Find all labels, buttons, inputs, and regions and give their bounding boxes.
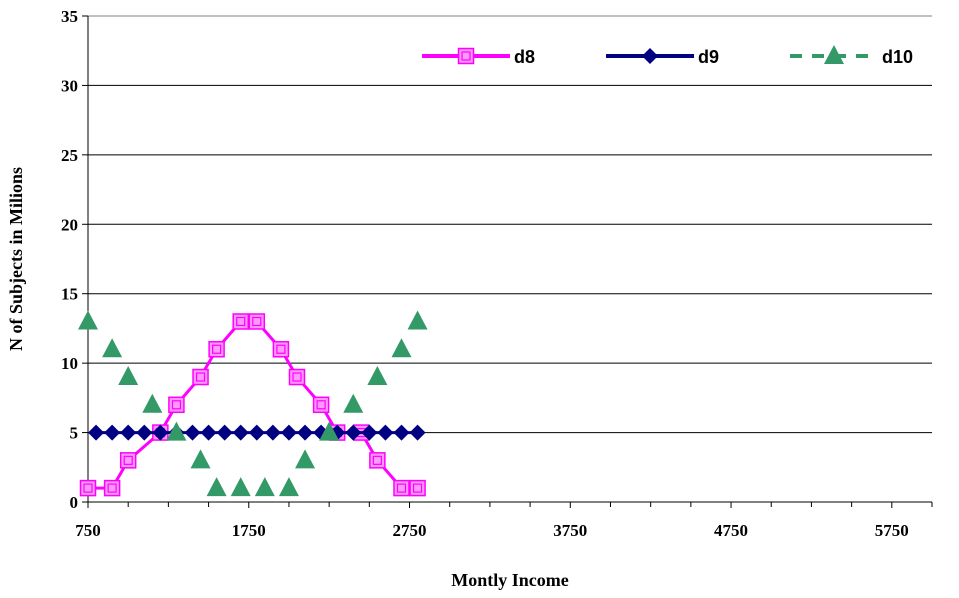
data-point-d9: [409, 424, 426, 441]
data-point-d9: [184, 424, 201, 441]
data-point-d9: [104, 424, 121, 441]
data-point-d10: [254, 477, 275, 497]
data-point-d9: [297, 424, 314, 441]
y-axis-title: N of Subjects in Milions: [6, 167, 26, 351]
x-tick-label: 5750: [875, 521, 909, 540]
y-tick-label: 0: [70, 493, 79, 512]
data-point-d10: [319, 421, 340, 441]
gridlines: [88, 15, 932, 503]
legend-item-d10: d10: [790, 45, 913, 67]
data-point-d10: [78, 310, 98, 330]
data-point-d10: [343, 393, 364, 413]
data-point-d9: [216, 424, 233, 441]
y-tick-label: 20: [61, 215, 78, 234]
data-point-d9: [232, 424, 249, 441]
series-d10: [78, 310, 428, 497]
x-tick-label: 1750: [232, 521, 266, 540]
data-point-d8: [168, 396, 185, 414]
data-point-d8: [312, 396, 330, 414]
legend: d8 d9 d10: [422, 45, 913, 67]
legend-marker: [457, 47, 475, 65]
y-tick-label: 25: [61, 146, 78, 165]
x-tick-label: 4750: [714, 521, 748, 540]
legend-label: d9: [698, 47, 719, 67]
series-line-d8: [88, 319, 418, 490]
data-point-d9: [280, 424, 297, 441]
data-point-d9: [393, 424, 410, 441]
axes: [82, 15, 933, 508]
data-point-d8: [119, 452, 137, 469]
legend-marker: [642, 48, 658, 64]
data-point-d9: [200, 424, 217, 441]
data-point-d10: [295, 449, 316, 469]
data-point-d9: [345, 424, 362, 441]
data-point-d8: [369, 452, 386, 469]
data-point-d8: [272, 341, 290, 358]
data-point-d9: [120, 424, 137, 441]
data-point-d9: [361, 424, 378, 441]
x-tick-label: 750: [75, 521, 101, 540]
legend-label: d8: [514, 47, 535, 67]
data-point-d8: [208, 341, 225, 358]
data-point-d8: [103, 479, 121, 497]
x-tick-label: 2750: [393, 521, 427, 540]
legend-item-d9: d9: [606, 47, 719, 67]
legend-item-d8: d8: [422, 47, 535, 67]
data-point-d10: [190, 449, 211, 469]
y-tick-label: 30: [61, 76, 78, 95]
data-point-d10: [102, 338, 123, 358]
data-point-d10: [142, 393, 163, 413]
y-tick-label: 15: [61, 285, 78, 304]
legend-label: d10: [882, 47, 913, 67]
data-point-d9: [88, 424, 105, 441]
data-point-d10: [166, 421, 187, 441]
data-point-d9: [248, 424, 265, 441]
data-point-d10: [206, 477, 227, 497]
y-tick-label: 5: [70, 424, 79, 443]
data-point-d10: [230, 477, 251, 497]
data-point-d10: [407, 310, 428, 330]
x-tick-labels: 750 1750 2750 3750 4750 5750: [75, 521, 909, 540]
y-tick-label: 35: [61, 7, 78, 26]
series-group: [78, 310, 428, 497]
series-d9: [88, 424, 426, 441]
data-point-d8: [192, 368, 209, 386]
y-tick-label: 10: [61, 354, 78, 373]
y-tick-labels: 0 5 10 15 20 25 30 35: [61, 7, 78, 512]
data-point-d8: [79, 479, 97, 497]
data-point-d9: [377, 424, 394, 441]
data-point-d8: [393, 479, 410, 497]
data-point-d8: [248, 313, 266, 330]
data-point-d8: [288, 368, 306, 386]
x-tick-label: 3750: [553, 521, 587, 540]
data-point-d10: [391, 338, 412, 358]
data-point-d9: [152, 424, 169, 441]
data-point-d10: [278, 477, 299, 497]
series-d8: [79, 313, 426, 497]
legend-marker: [824, 45, 844, 64]
data-point-d8: [409, 479, 426, 497]
data-point-d9: [264, 424, 281, 441]
data-point-d10: [367, 366, 388, 386]
data-point-d10: [118, 366, 139, 386]
x-axis-title: Montly Income: [451, 570, 568, 590]
data-point-d9: [136, 424, 153, 441]
data-point-d8: [232, 313, 249, 330]
